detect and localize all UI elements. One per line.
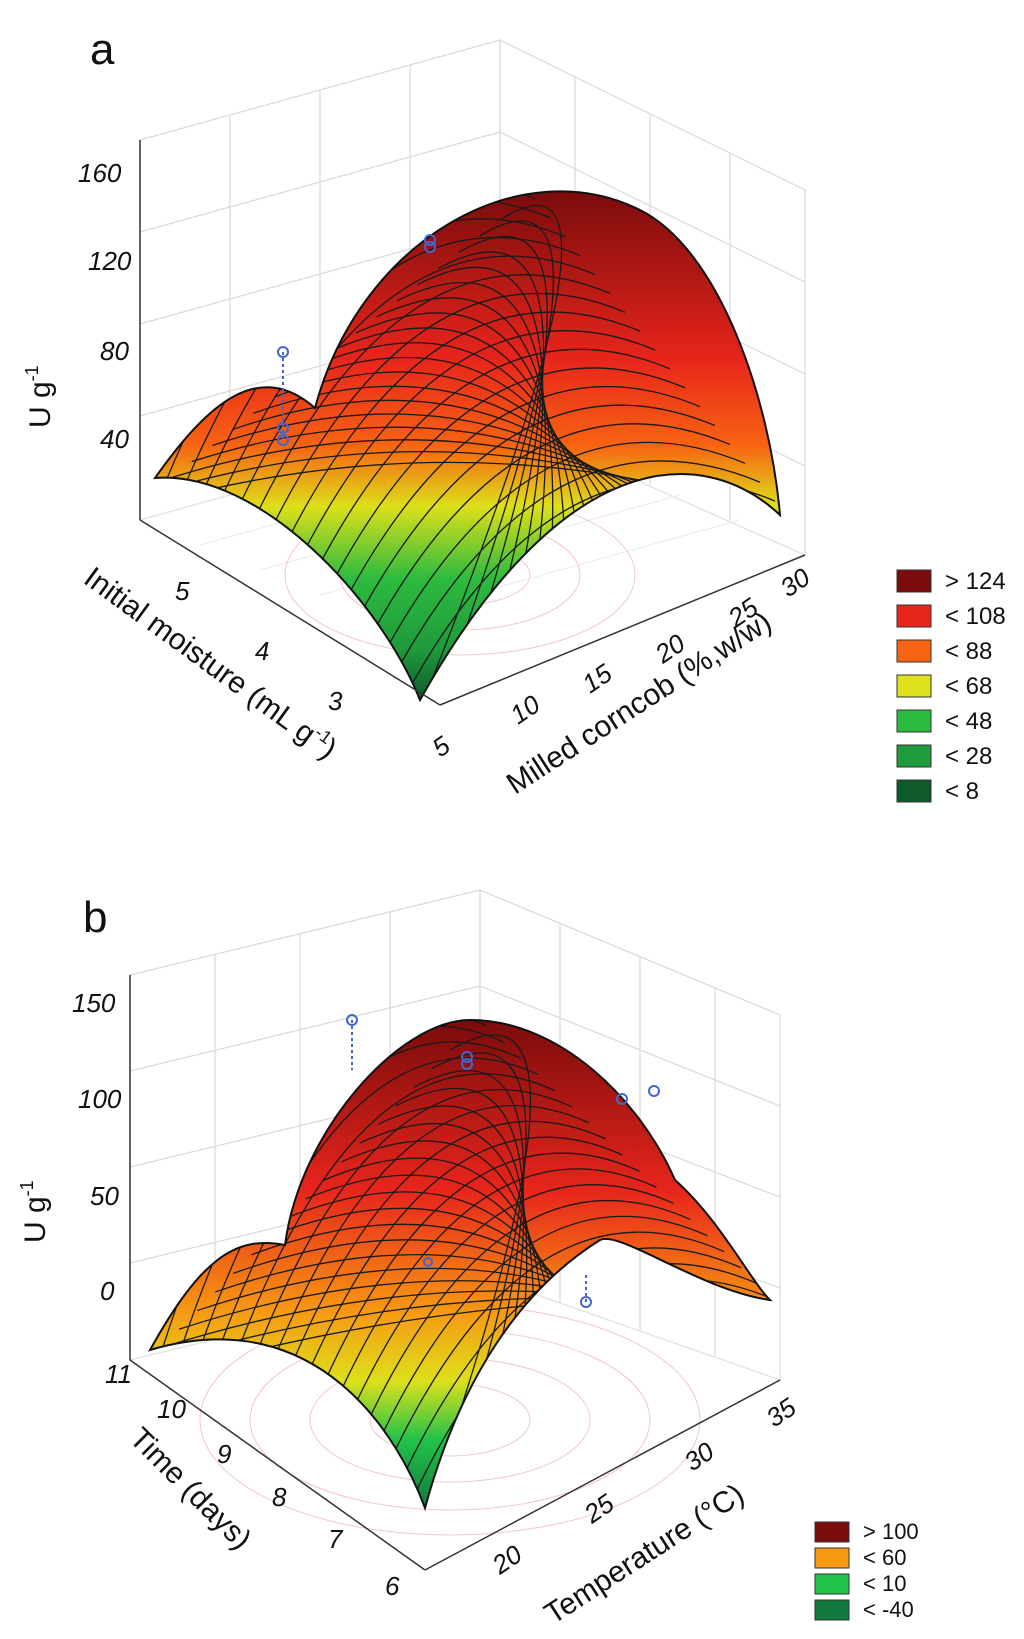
legend-label: < 68	[945, 673, 992, 700]
y-tick: 5	[175, 576, 190, 606]
legend-label: < 10	[863, 1571, 906, 1596]
panel-a-letter: a	[90, 25, 115, 74]
mesh-line	[222, 1073, 555, 1393]
panel-b-y-label: Time (days)	[123, 1422, 258, 1557]
panel-b: b	[17, 889, 919, 1631]
legend-swatch	[896, 639, 932, 663]
legend-label: < -40	[863, 1597, 914, 1622]
panel-a-z-label: U g-1	[22, 365, 57, 428]
mesh-line	[224, 255, 596, 537]
panel-b-z-label: U g-1	[17, 1180, 52, 1243]
panel-b-legend: > 100< 60< 10< -40	[814, 1519, 919, 1622]
mesh-line	[417, 266, 544, 668]
panel-b-letter: b	[83, 893, 107, 942]
z-tick: 160	[78, 158, 122, 188]
x-tick: 10	[505, 689, 546, 730]
legend-label: < 60	[863, 1545, 906, 1570]
legend-swatch	[814, 1599, 850, 1621]
panel-a-x-label: Milled corncob (%,w/w)	[501, 605, 778, 801]
y-tick: 3	[328, 686, 343, 716]
legend-swatch	[896, 709, 932, 733]
panel-a-surface	[152, 190, 782, 703]
mesh-line	[254, 292, 626, 564]
mesh-line	[284, 330, 656, 591]
z-tick: 120	[88, 246, 132, 276]
legend-swatch	[896, 569, 932, 593]
mesh-line	[269, 311, 641, 577]
mesh-line	[314, 367, 686, 617]
y-tick: 11	[105, 1359, 132, 1389]
mesh-line	[268, 1120, 606, 1421]
panel-a-z-ticks: 40 80 120 160	[78, 158, 132, 454]
y-tick: 4	[255, 636, 269, 666]
z-tick: 0	[100, 1276, 115, 1306]
x-tick: 15	[577, 658, 618, 699]
legend-label: > 100	[863, 1519, 919, 1544]
legend-swatch	[814, 1573, 850, 1595]
mesh-line	[253, 1104, 589, 1412]
legend-label: < 108	[945, 603, 1006, 630]
mesh-line	[377, 1231, 725, 1487]
x-tick: 20	[486, 1539, 528, 1581]
legend-swatch	[896, 604, 932, 628]
mesh-line	[284, 1136, 623, 1431]
panel-b-x-label: Temperature (°C)	[539, 1478, 750, 1631]
mesh-line	[374, 441, 746, 671]
x-tick: 25	[578, 1488, 620, 1530]
legend-label: > 124	[945, 568, 1006, 595]
panel-b-points	[346, 1014, 660, 1308]
mesh-line	[329, 386, 701, 631]
mesh-line	[424, 1034, 531, 1508]
z-tick: 80	[100, 336, 129, 366]
mesh-line	[206, 1057, 539, 1383]
z-tick: 50	[90, 1181, 119, 1211]
panel-a-legend: > 124 < 108 < 88 < 68 < 48 < 28 < 8	[896, 568, 1006, 805]
mesh-line	[344, 404, 716, 644]
y-tick: 10	[157, 1394, 186, 1424]
panel-a-y-ticks: 3 4 5	[175, 576, 343, 716]
x-tick: 30	[775, 562, 816, 603]
panel-b-z-ticks: 0 50 100 150	[72, 988, 122, 1306]
x-tick: 30	[679, 1436, 720, 1477]
mesh-line	[362, 1215, 708, 1478]
y-tick: 6	[385, 1571, 400, 1601]
panel-a-y-label: Initial moisture (mL g-1)	[78, 559, 344, 766]
legend-swatch	[814, 1547, 850, 1569]
mesh-line	[419, 204, 563, 700]
mesh-line	[299, 1152, 640, 1440]
panel-b-y-ticks: 6 7 8 9 10 11	[105, 1359, 400, 1601]
z-tick: 150	[72, 988, 116, 1018]
mesh-line	[389, 460, 761, 684]
mesh-line	[439, 220, 555, 700]
legend-swatch	[896, 674, 932, 698]
y-tick: 7	[328, 1524, 344, 1554]
mesh-line	[331, 1184, 674, 1459]
mesh-line	[299, 348, 671, 604]
panel-a-points	[277, 234, 436, 446]
mesh-line	[239, 274, 611, 551]
legend-label: < 48	[945, 708, 992, 735]
legend-label: < 8	[945, 778, 979, 805]
mesh-line	[346, 1199, 691, 1469]
z-tick: 100	[78, 1084, 122, 1114]
panel-a: a	[22, 25, 1006, 805]
z-tick: 40	[100, 424, 129, 454]
mesh-line	[237, 1089, 572, 1402]
x-tick: 35	[761, 1392, 802, 1433]
y-tick: 8	[272, 1482, 287, 1512]
legend-swatch	[896, 744, 932, 768]
mesh-line	[438, 251, 545, 679]
legend-label: < 28	[945, 743, 992, 770]
mesh-line	[315, 1168, 657, 1450]
mesh-line	[359, 423, 731, 657]
legend-swatch	[814, 1521, 850, 1543]
x-tick: 5	[427, 730, 456, 763]
panel-b-surface	[147, 1018, 773, 1512]
legend-label: < 88	[945, 638, 992, 665]
y-tick: 9	[217, 1439, 231, 1469]
legend-swatch	[896, 779, 932, 803]
